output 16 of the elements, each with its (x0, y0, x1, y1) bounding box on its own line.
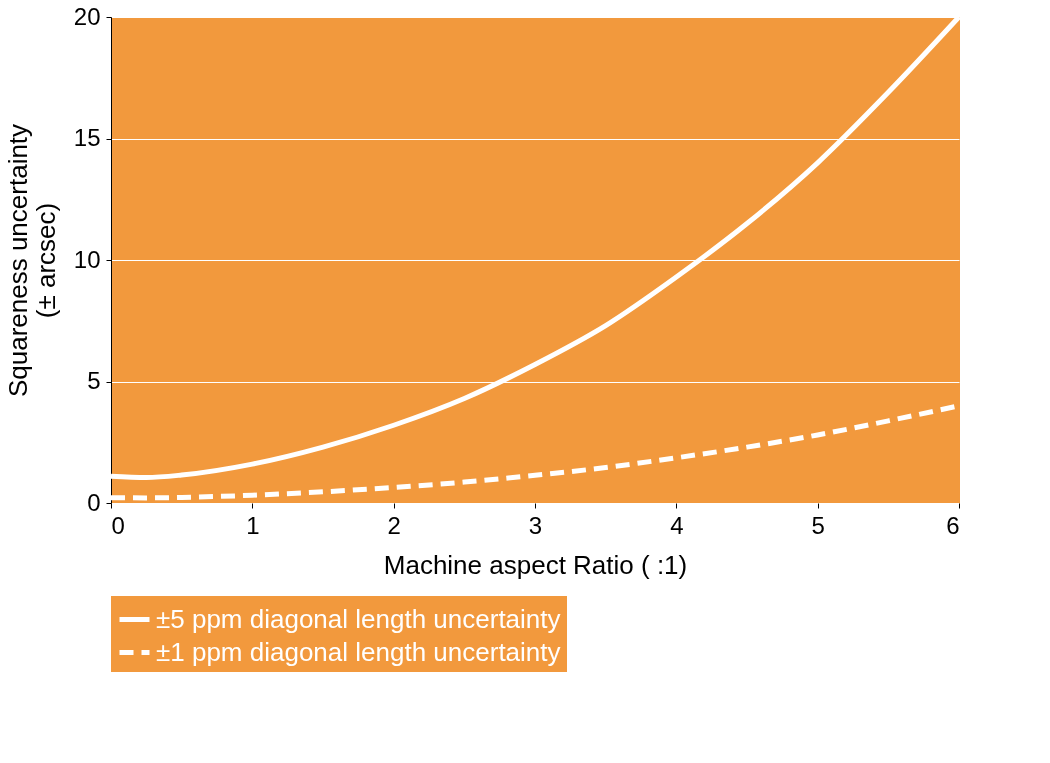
x-tick-label: 6 (946, 511, 960, 539)
y-tick-label: 5 (87, 367, 101, 394)
x-tick-label: 2 (387, 511, 401, 539)
y-tick-label: 0 (87, 488, 101, 516)
legend-label: ±1 ppm diagonal length uncertainty (156, 636, 561, 667)
y-tick-label: 10 (73, 245, 101, 273)
legend-label: ±5 ppm diagonal length uncertainty (156, 603, 561, 634)
x-axis-title: Machine aspect Ratio ( :1) (383, 549, 688, 580)
x-tick-label: 3 (528, 511, 543, 539)
x-tick-label: 0 (111, 511, 125, 539)
y-tick-label: 15 (73, 124, 101, 151)
x-tick-label: 4 (670, 511, 684, 539)
y-axis-title: Squareness uncertainty (± arcsec) (2, 123, 61, 398)
x-tick-label: 1 (246, 511, 260, 539)
y-tick-label: 20 (73, 2, 101, 30)
x-tick-label: 5 (811, 511, 825, 539)
